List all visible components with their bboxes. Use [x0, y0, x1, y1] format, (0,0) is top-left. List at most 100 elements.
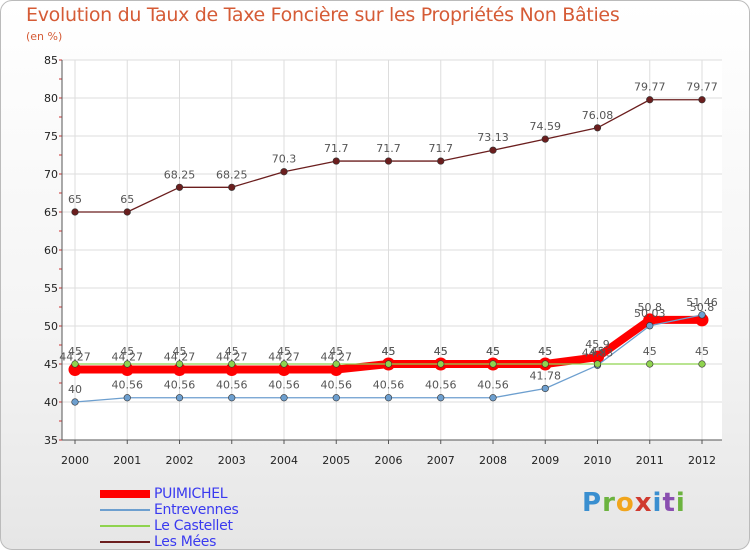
data-label: 44.27: [216, 351, 248, 364]
data-point: [593, 360, 602, 368]
chart-title: Evolution du Taux de Taxe Foncière sur l…: [26, 4, 620, 26]
data-point: [541, 384, 549, 393]
data-point: [71, 360, 79, 368]
logo-letter: i: [652, 488, 663, 518]
data-label: 40.56: [321, 379, 353, 392]
legend-label: Le Castellet: [154, 518, 233, 534]
data-point: [437, 360, 445, 368]
data-point: [228, 183, 236, 191]
data-point: [123, 360, 131, 368]
data-point: [646, 360, 654, 368]
x-tick-label: 2009: [531, 454, 559, 467]
data-label: 45: [538, 345, 552, 358]
logo-letter: o: [615, 488, 635, 518]
data-label: 40.56: [425, 379, 457, 392]
logo-letter: P: [582, 488, 603, 518]
data-point: [643, 313, 657, 327]
x-tick-label: 2011: [636, 454, 664, 467]
data-label: 79.77: [686, 81, 718, 94]
x-tick-label: 2010: [584, 454, 612, 467]
proxiti-logo: Proxiti: [582, 488, 686, 518]
data-point: [593, 124, 602, 132]
data-point: [277, 363, 291, 377]
data-label: 45: [538, 345, 552, 358]
x-tick-label: 2003: [218, 454, 246, 467]
data-label: 51.46: [686, 296, 718, 309]
data-label: 45: [68, 345, 82, 358]
y-axis-unit-label: (en %): [26, 30, 63, 43]
y-tick-label: 65: [44, 206, 58, 219]
logo-letter: x: [634, 488, 653, 518]
legend-item-puimichel: PUIMICHEL: [100, 486, 300, 502]
data-label: 44.27: [321, 351, 353, 364]
x-tick-label: 2004: [270, 454, 298, 467]
chart-legend: PUIMICHEL Entrevennes Le Castellet Les Mées: [100, 486, 300, 550]
y-tick-label: 85: [44, 54, 58, 67]
x-tick-label: 2006: [375, 454, 403, 467]
x-tick-label: 2007: [427, 454, 455, 467]
data-label: 45: [486, 345, 500, 358]
data-point: [332, 157, 340, 165]
data-label: 50.8: [690, 301, 715, 314]
data-label: 71.7: [429, 142, 454, 155]
data-point: [280, 394, 288, 402]
data-label: 45: [120, 345, 134, 358]
data-label: 45: [382, 345, 396, 358]
y-tick-label: 50: [44, 320, 58, 333]
data-label: 41.78: [530, 369, 562, 382]
data-point: [280, 168, 288, 176]
y-tick-label: 70: [44, 168, 58, 181]
data-point: [489, 394, 497, 402]
x-tick-label: 2008: [479, 454, 507, 467]
data-point: [646, 322, 654, 330]
data-label: 44.27: [59, 351, 91, 364]
data-label: 68.25: [164, 168, 196, 181]
y-tick-label: 35: [44, 434, 58, 447]
data-label: 74.59: [530, 120, 562, 133]
data-point: [280, 360, 288, 368]
data-label: 65: [120, 193, 134, 206]
data-point: [175, 394, 184, 402]
data-label: 45: [434, 345, 448, 358]
logo-letter: i: [675, 488, 686, 518]
data-point: [332, 394, 340, 402]
legend-label: Entrevennes: [154, 502, 239, 518]
data-point: [228, 360, 236, 368]
data-label: 40.56: [164, 379, 196, 392]
data-point: [646, 96, 654, 104]
data-point: [698, 360, 706, 368]
logo-letter: r: [602, 488, 616, 518]
data-label: 68.25: [216, 168, 248, 181]
data-label: 76.08: [582, 109, 614, 122]
legend-item-les-m-es: Les Mées: [100, 534, 300, 550]
x-tick-label: 2005: [322, 454, 350, 467]
data-point: [437, 157, 445, 165]
data-point: [698, 311, 706, 319]
legend-item-entrevennes: Entrevennes: [100, 502, 300, 518]
data-point: [384, 157, 393, 165]
data-label: 50.8: [638, 301, 663, 314]
data-point: [123, 208, 131, 216]
data-point: [332, 360, 340, 368]
data-label: 40: [68, 383, 82, 396]
data-point: [68, 363, 82, 377]
data-label: 79.77: [634, 81, 666, 94]
data-label: 44.27: [112, 351, 144, 364]
x-tick-label: 2012: [688, 454, 716, 467]
data-label: 40.56: [373, 379, 405, 392]
data-label: 45: [329, 345, 343, 358]
data-label: 71.7: [376, 142, 401, 155]
data-label: 44.83: [582, 346, 614, 359]
data-point: [489, 146, 497, 154]
data-point: [71, 398, 79, 406]
data-point: [541, 360, 549, 368]
x-tick-label: 2000: [61, 454, 89, 467]
x-tick-label: 2002: [166, 454, 194, 467]
legend-label: PUIMICHEL: [154, 486, 228, 502]
legend-swatch: [100, 509, 150, 511]
data-label: 40.56: [268, 379, 300, 392]
data-point: [591, 350, 604, 364]
legend-swatch: [100, 541, 150, 543]
y-tick-label: 80: [44, 92, 58, 105]
data-point: [175, 183, 184, 191]
